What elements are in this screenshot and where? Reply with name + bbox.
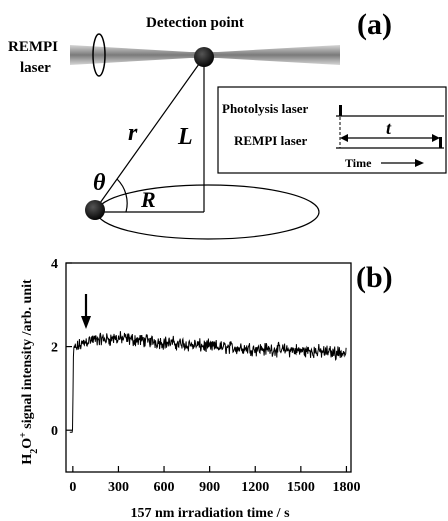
source-point	[85, 200, 105, 220]
y-axis-label: H2O+ signal intensity /arb. unit	[18, 279, 40, 465]
panel-a: (a) Detection point REMPI laser r L θ R …	[8, 8, 447, 240]
x-axis-label: 157 nm irradiation time / s	[130, 506, 290, 521]
symbol-theta: θ	[93, 170, 106, 196]
lens-icon	[92, 33, 106, 77]
timing-rempi-laser-label: REMPI laser	[234, 133, 308, 148]
y-ticks: 0 2 4	[51, 257, 72, 439]
photolysis-laser-label: Photolysis laser	[222, 101, 309, 116]
x-tick-label: 1500	[287, 480, 315, 495]
time-axis-label: Time	[345, 156, 372, 170]
x-ticks: 0 300 600 900 1200 1500 1800	[69, 466, 360, 495]
delay-t-label: t	[386, 118, 392, 138]
x-tick-label: 1200	[241, 480, 269, 495]
symbol-r: r	[128, 120, 138, 146]
detection-point	[194, 47, 214, 67]
delay-arrowhead-left-icon	[340, 134, 348, 142]
panel-b-label: (b)	[356, 261, 393, 294]
timing-box	[217, 86, 447, 174]
delay-arrowhead-right-icon	[432, 134, 440, 142]
timing-diagram: Photolysis laser REMPI laser t Time	[217, 86, 447, 174]
distance-r-line	[94, 56, 205, 211]
x-tick-label: 900	[199, 480, 220, 495]
detection-point-label: Detection point	[146, 15, 244, 31]
series-signal-trace	[69, 331, 347, 433]
rempi-laser-label-line2: laser	[20, 60, 51, 76]
panel-a-label: (a)	[357, 8, 392, 41]
x-tick-label: 0	[69, 480, 76, 495]
y-tick-label: 0	[51, 424, 58, 439]
symbol-L: L	[177, 124, 193, 150]
y-tick-label: 4	[51, 257, 58, 272]
rempi-laser-label-line1: REMPI	[8, 39, 58, 55]
theta-arc	[116, 178, 128, 213]
x-tick-label: 600	[154, 480, 175, 495]
plot-frame	[65, 262, 352, 473]
x-tick-label: 300	[108, 480, 129, 495]
panel-b: (b) 0 2 4 0 300 600 900 1200 1500 1800 157 nm ir…	[18, 257, 393, 521]
y-tick-label: 2	[51, 341, 58, 356]
time-arrowhead-icon	[415, 159, 424, 167]
photolysis-pulse	[339, 105, 342, 116]
rempi-pulse	[439, 137, 442, 148]
symbol-R: R	[140, 187, 156, 212]
irradiation-start-arrow-icon	[81, 294, 91, 329]
x-tick-label: 1800	[332, 480, 360, 495]
